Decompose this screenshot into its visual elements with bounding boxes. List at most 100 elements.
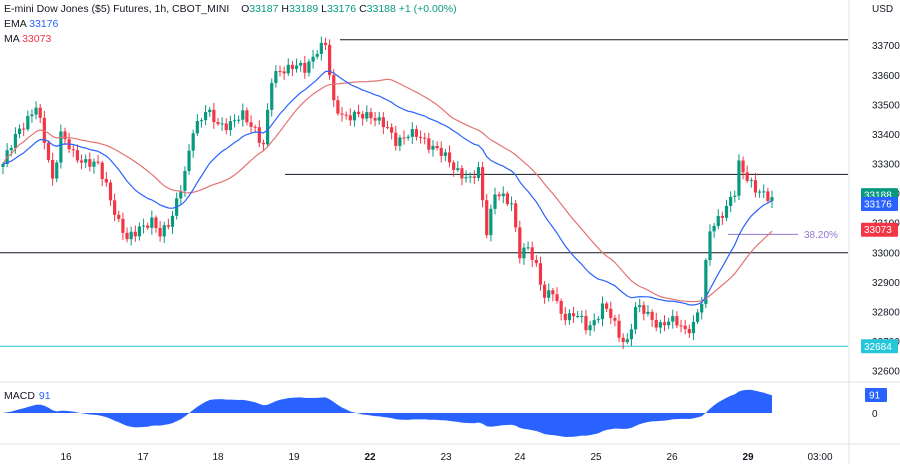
ema-value: 33176 xyxy=(29,18,59,30)
candle-down xyxy=(257,127,261,143)
legend-ma-row[interactable]: MA 33073 xyxy=(4,32,457,47)
candle-down xyxy=(385,127,390,129)
candle-down xyxy=(518,227,522,259)
candle-up xyxy=(667,321,671,326)
candle-down xyxy=(390,127,394,133)
candle-up xyxy=(220,123,224,125)
chart-legend: E-mini Dow Jones ($5) Futures, 1h, CBOT_… xyxy=(4,2,457,47)
candle-down xyxy=(121,218,125,233)
candle-up xyxy=(600,303,605,320)
ma-line xyxy=(2,78,773,303)
candle-down xyxy=(373,118,377,121)
candle-down xyxy=(472,176,476,178)
ema-badge-text: 33176 xyxy=(864,199,892,210)
candle-down xyxy=(683,325,687,330)
macd-zero-tick: 0 xyxy=(872,409,878,420)
candle-up xyxy=(311,56,315,62)
horizontal-levels: 38.20% xyxy=(0,39,848,347)
candle-up xyxy=(17,128,22,134)
candle-up xyxy=(712,225,716,232)
candle-up xyxy=(592,320,596,326)
candle-up xyxy=(228,121,232,131)
candle-up xyxy=(638,305,642,308)
candle-down xyxy=(96,161,100,163)
candle-up xyxy=(377,117,381,121)
price-tick-label: 32600 xyxy=(872,367,900,378)
time-tick-label: 25 xyxy=(590,452,602,463)
price-tick-label: 32800 xyxy=(872,307,900,318)
candle-down xyxy=(485,200,489,236)
symbol-title[interactable]: E-mini Dow Jones ($5) Futures, 1h, CBOT_… xyxy=(4,3,230,15)
candle-up xyxy=(625,339,629,343)
candle-down xyxy=(282,71,286,74)
candle-up xyxy=(307,61,311,73)
candle-up xyxy=(241,110,245,120)
candle-down xyxy=(414,129,419,137)
candle-down xyxy=(154,217,158,228)
low-value: 33176 xyxy=(326,3,357,15)
candle-up xyxy=(410,129,414,137)
candle-down xyxy=(79,160,84,163)
candle-down xyxy=(427,138,431,150)
macd-badge-text: 91 xyxy=(869,391,881,402)
candle-down xyxy=(22,128,26,130)
candle-up xyxy=(658,322,662,328)
candle-up xyxy=(187,150,191,172)
candle-down xyxy=(753,180,758,193)
candle-up xyxy=(162,225,166,237)
candle-down xyxy=(514,203,518,228)
candle-up xyxy=(509,203,514,205)
legend-title-row: E-mini Dow Jones ($5) Futures, 1h, CBOT_… xyxy=(4,2,457,17)
candle-up xyxy=(34,107,38,115)
candle-up xyxy=(203,112,208,121)
candle-up xyxy=(183,171,187,191)
ma-badge-bg xyxy=(861,222,898,237)
candle-down xyxy=(654,319,658,328)
candle-down xyxy=(679,325,683,327)
candle-up xyxy=(443,152,447,156)
candle-down xyxy=(356,111,361,115)
fib-label: 38.20% xyxy=(804,230,838,241)
candle-down xyxy=(224,123,228,131)
candle-down xyxy=(505,193,509,205)
macd-legend[interactable]: MACD 91 xyxy=(4,390,51,402)
ema-badge-bg xyxy=(861,196,898,211)
candle-down xyxy=(439,147,443,156)
candle-up xyxy=(129,231,133,240)
candle-up xyxy=(266,109,270,145)
candle-down xyxy=(75,150,80,161)
candle-up xyxy=(150,217,154,228)
candle-down xyxy=(543,284,547,298)
candle-down xyxy=(113,200,117,215)
time-tick-label: 22 xyxy=(364,452,376,463)
candle-down xyxy=(741,160,745,173)
ma-value: 33073 xyxy=(22,33,52,45)
candle-down xyxy=(332,75,336,101)
candle-down xyxy=(584,315,588,331)
candle-up xyxy=(700,303,704,313)
candle-down xyxy=(675,316,679,326)
candle-down xyxy=(46,142,51,160)
candle-up xyxy=(567,313,572,321)
candle-up xyxy=(191,133,195,151)
candle-up xyxy=(270,82,274,110)
price-tick-label: 33500 xyxy=(872,100,900,111)
candle-down xyxy=(394,132,398,146)
candle-down xyxy=(369,112,373,119)
candle-down xyxy=(460,168,464,179)
candle-down xyxy=(609,308,613,318)
change-value: +1 (+0.00%) xyxy=(398,3,457,15)
time-axis[interactable]: 16 17 18 19 22 23 24 25 26 29 03:00 xyxy=(60,452,833,463)
candle-up xyxy=(596,319,600,321)
candle-down xyxy=(452,162,456,170)
time-tick-label: 18 xyxy=(212,452,224,463)
candle-up xyxy=(179,190,183,199)
candle-down xyxy=(261,142,266,145)
candle-up xyxy=(526,247,530,249)
time-tick-label: 26 xyxy=(666,452,678,463)
candle-down xyxy=(745,172,749,181)
legend-ema-row[interactable]: EMA 33176 xyxy=(4,17,457,32)
